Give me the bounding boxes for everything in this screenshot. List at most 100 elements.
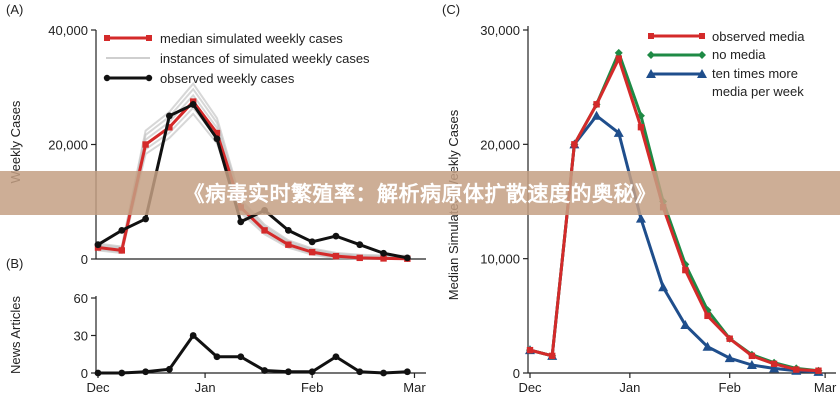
observed-weekly-cases-point: [94, 241, 102, 249]
y-tick-label: 30: [74, 329, 88, 344]
x-tick-label: Feb: [719, 380, 741, 395]
median-simulated-weekly-cases-point: [356, 254, 363, 262]
observed-media-point: [748, 352, 756, 360]
panel-b-ylabel: News Articles: [8, 295, 23, 374]
observed-media-point: [593, 101, 600, 108]
legend-observed-marker: [103, 74, 111, 82]
legend-median-marker: [104, 35, 110, 41]
x-tick-label: Mar: [403, 380, 426, 395]
panel-b-label: (B): [6, 256, 23, 271]
y-tick-label: 0: [513, 366, 520, 381]
title-banner: 《病毒实时繁殖率：解析病原体扩散速度的奥秘》: [0, 171, 840, 215]
legend-instances-label: instances of simulated weekly cases: [160, 51, 370, 66]
legend-ten-times-label-line2: media per week: [712, 84, 804, 99]
observed-media-point: [637, 123, 645, 131]
legend-median-marker: [146, 35, 152, 41]
series-point: [356, 368, 364, 376]
series-point: [213, 353, 221, 361]
ten-times-more-media-per-week-point: [635, 213, 646, 223]
observed-weekly-cases-point: [142, 215, 149, 223]
median-simulated-weekly-cases-point: [332, 252, 340, 260]
instance-line: [97, 82, 408, 257]
panel-a-legend: median simulated weekly cases instances …: [103, 31, 370, 86]
x-tick-label: Jan: [195, 380, 216, 395]
x-tick-label: Feb: [301, 380, 323, 395]
ten-times-more-media-per-week-point: [702, 341, 713, 351]
panel-b: (B) News Articles 0 30 60 Dec Jan Feb Mar: [6, 256, 426, 395]
observed-media-point: [548, 352, 556, 360]
legend-observed-label: observed weekly cases: [160, 71, 295, 86]
panel-a-ylabel: Weekly Cases: [8, 100, 23, 183]
ten-times-more-media-per-week-point: [658, 282, 669, 292]
legend-ten-times-label-line1: ten times more: [712, 66, 798, 81]
panel-c: (C) Median Simulated Weekly Cases 010,00…: [442, 2, 837, 395]
ten-times-more-media-per-week-point: [724, 353, 735, 363]
observed-media-point: [793, 366, 800, 373]
median-simulated-weekly-cases-line: [97, 100, 408, 261]
series-point: [380, 369, 387, 377]
legend-no-media-marker: [647, 51, 655, 59]
ten-times-more-media-per-week-point: [746, 359, 757, 369]
ten-times-more-media-per-week-point: [680, 319, 691, 329]
observed-media-point: [726, 335, 733, 342]
ten-times-more-media-per-week-point: [613, 127, 624, 137]
observed-media-point: [815, 367, 822, 374]
observed-media-point: [770, 360, 778, 368]
series-point: [94, 369, 102, 377]
median-simulated-weekly-cases-point: [166, 124, 173, 131]
observed-weekly-cases-point: [332, 232, 340, 240]
observed-weekly-cases-point: [403, 254, 411, 262]
legend-no-media-label: no media: [712, 47, 766, 62]
median-simulated-weekly-cases-point: [142, 141, 149, 148]
series-point: [165, 365, 173, 373]
median-simulated-weekly-cases-point: [380, 255, 387, 262]
observed-weekly-cases-point: [189, 101, 197, 108]
x-tick-label: Dec: [86, 380, 110, 395]
legend-observed-media-label: observed media: [712, 29, 805, 44]
series-point: [403, 368, 411, 376]
ten-times-more-media-per-week-point: [769, 363, 780, 373]
median-simulated-weekly-cases-point: [213, 129, 221, 137]
x-tick-label: Dec: [518, 380, 542, 395]
series-point: [118, 369, 126, 377]
y-tick-label: 60: [74, 291, 88, 306]
y-tick-label: 20,000: [48, 138, 88, 153]
legend-ten-times-marker: [646, 69, 656, 78]
x-tick-label: Jan: [619, 380, 640, 395]
no-media-point: [614, 48, 623, 57]
series-point: [261, 367, 268, 374]
observed-weekly-cases-point: [165, 112, 173, 120]
y-tick-label: 40,000: [48, 23, 88, 38]
x-tick-label: Mar: [814, 380, 837, 395]
panel-a-label: (A): [6, 2, 23, 17]
y-tick-label: 30,000: [480, 23, 520, 38]
observed-media-point: [526, 346, 534, 354]
legend-median-label: median simulated weekly cases: [160, 31, 343, 46]
series-point: [332, 353, 340, 361]
median-simulated-weekly-cases-point: [261, 227, 268, 234]
observed-media-line: [529, 57, 819, 373]
median-simulated-weekly-cases-point: [118, 247, 125, 254]
legend-ten-times-marker: [697, 69, 707, 78]
observed-weekly-cases-point: [213, 135, 221, 143]
median-simulated-weekly-cases-point: [308, 248, 316, 256]
observed-media-point: [571, 141, 578, 148]
observed-weekly-cases-point: [284, 226, 292, 234]
observed-weekly-cases-point: [118, 226, 126, 234]
y-tick-label: 0: [81, 366, 88, 381]
series-point: [142, 368, 149, 376]
observed-weekly-cases-point: [237, 218, 245, 226]
observed-weekly-cases-point: [308, 238, 316, 246]
panel-c-legend: observed media no media ten times more m…: [646, 29, 805, 99]
series-point: [308, 368, 316, 376]
series-line: [98, 334, 408, 375]
legend-observed-media-marker: [699, 33, 705, 39]
median-simulated-weekly-cases-point: [285, 241, 292, 248]
observed-weekly-cases-point: [380, 249, 387, 257]
legend-observed-media-marker: [648, 33, 654, 39]
y-tick-label: 10,000: [480, 252, 520, 267]
series-point: [237, 353, 245, 361]
series-point: [284, 368, 292, 376]
ten-times-more-media-per-week-point: [591, 110, 602, 120]
